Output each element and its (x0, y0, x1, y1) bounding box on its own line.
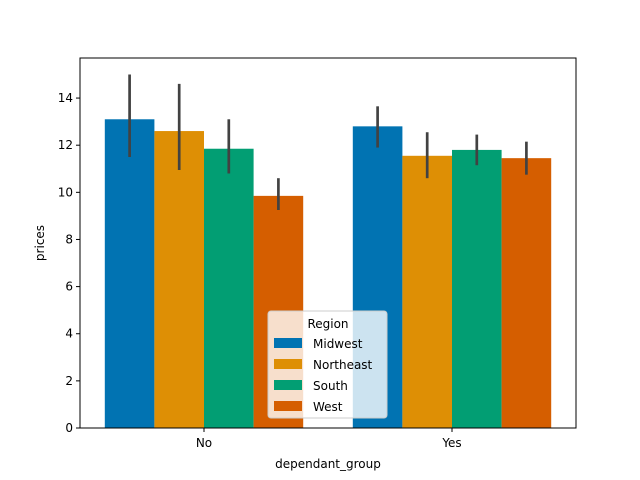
error-bars-group (128, 74, 528, 211)
legend-swatch-south (274, 380, 302, 390)
y-tick-label: 0 (65, 421, 73, 435)
x-axis-label: dependant_group (275, 457, 381, 471)
y-tick-label: 10 (58, 185, 73, 199)
bar-northeast-yes (402, 155, 452, 428)
legend-label-midwest: Midwest (313, 337, 363, 351)
y-tick-label: 12 (58, 138, 73, 152)
bar-west-yes (501, 158, 552, 428)
legend-label-northeast: Northeast (313, 358, 373, 372)
y-axis-label: prices (33, 225, 47, 261)
legend-swatch-west (274, 401, 302, 411)
legend-swatch-midwest (274, 338, 302, 348)
bar-south-no (204, 148, 254, 428)
y-tick-label: 14 (58, 91, 73, 105)
x-tick-label: No (196, 436, 212, 450)
x-tick-label: Yes (441, 436, 461, 450)
bar-midwest-no (104, 119, 155, 428)
x-axis: No Yes (196, 428, 462, 450)
legend-swatch-northeast (274, 359, 302, 369)
legend: Region Midwest Northeast South West (267, 310, 388, 419)
plot-area-frame (79, 57, 577, 429)
y-tick-label: 2 (65, 374, 73, 388)
legend-frame (267, 310, 388, 419)
y-tick-label: 8 (65, 232, 73, 246)
y-axis: 0 2 4 6 8 10 12 14 (58, 91, 80, 435)
bar-south-yes (452, 149, 502, 428)
y-tick-label: 4 (65, 327, 73, 341)
bar-northeast-no (154, 131, 204, 429)
legend-label-west: West (313, 400, 343, 414)
legend-title: Region (307, 317, 348, 331)
bars-group (104, 119, 552, 429)
legend-label-south: South (313, 379, 348, 393)
y-tick-label: 6 (65, 280, 73, 294)
